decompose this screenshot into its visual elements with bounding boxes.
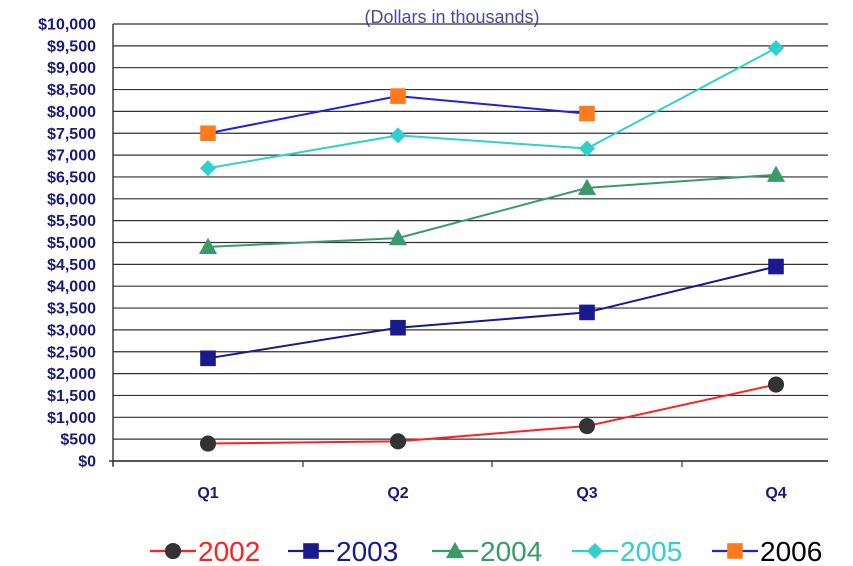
series-2004: [198, 165, 786, 255]
y-tick-label: $6,500: [47, 169, 96, 186]
series-line: [207, 173, 777, 248]
y-tick-label: $3,500: [47, 301, 96, 318]
legend-label: 2004: [480, 536, 542, 566]
y-tick-label: $6,000: [47, 191, 96, 208]
data-point: [767, 39, 785, 57]
y-tick-label: $9,500: [47, 38, 96, 55]
x-tick-label: Q4: [765, 485, 786, 502]
series-line: [207, 265, 777, 360]
series-2005: [199, 39, 785, 177]
data-point: [577, 178, 597, 196]
legend: 2002 2003 2004 2005 2006: [150, 536, 822, 566]
y-tick-label: $10,000: [38, 17, 96, 34]
data-point: [767, 376, 785, 393]
axes: [109, 24, 828, 467]
x-tick-label: Q1: [197, 485, 218, 502]
y-tick-label: $7,500: [47, 126, 96, 143]
legend-item-2002: 2002: [150, 536, 260, 566]
series-lines: [198, 39, 786, 452]
data-point: [389, 127, 407, 144]
y-tick-label: $4,000: [47, 279, 96, 296]
gridlines: [113, 23, 828, 462]
data-point: [200, 350, 216, 367]
y-tick-label: $2,000: [47, 366, 96, 383]
y-tick-label: $7,000: [47, 148, 96, 165]
y-tick-label: $500: [60, 432, 96, 449]
x-axis-ticks: Q1 Q2 Q3 Q4: [197, 485, 786, 502]
data-point: [164, 542, 182, 560]
data-point: [578, 417, 596, 435]
y-tick-label: $5,000: [47, 235, 96, 252]
data-point: [199, 435, 217, 452]
data-point: [586, 542, 604, 560]
chart-subtitle: (Dollars in thousands): [364, 7, 539, 27]
series-line: [207, 383, 777, 445]
series-2003: [200, 258, 784, 367]
data-point: [388, 229, 408, 246]
y-tick-label: $5,500: [47, 213, 96, 230]
data-point: [768, 258, 784, 275]
legend-label: 2003: [336, 536, 398, 566]
data-point: [579, 304, 595, 321]
legend-label: 2005: [620, 536, 682, 566]
series-2006: [200, 88, 595, 142]
legend-label: 2006: [760, 536, 822, 566]
data-point: [390, 88, 406, 104]
legend-item-2005: 2005: [572, 536, 682, 566]
data-point: [578, 140, 596, 157]
y-tick-label: $9,000: [47, 60, 96, 77]
y-tick-label: $1,000: [47, 410, 96, 427]
y-tick-label: $0: [78, 454, 96, 471]
legend-item-2004: 2004: [432, 536, 542, 566]
data-point: [579, 105, 595, 122]
y-tick-label: $3,000: [47, 322, 96, 339]
data-point: [198, 237, 218, 255]
legend-item-2006: 2006: [712, 536, 822, 566]
data-point: [303, 543, 319, 559]
y-tick-label: $8,500: [47, 82, 96, 99]
data-point: [389, 433, 407, 450]
y-tick-label: $8,000: [47, 104, 96, 121]
series-line: [207, 47, 777, 170]
x-tick-label: Q2: [387, 485, 408, 502]
y-tick-label: $4,500: [47, 257, 96, 274]
data-point: [199, 160, 217, 177]
legend-item-2003: 2003: [288, 536, 398, 566]
data-point: [390, 319, 406, 336]
data-point: [200, 125, 216, 142]
x-tick-label: Q3: [576, 485, 597, 502]
data-point: [445, 541, 465, 559]
y-axis-ticks: $0 $500 $1,000 $1,500 $2,000 $2,500 $3,000 $3,5…: [38, 17, 96, 471]
y-tick-label: $2,500: [47, 344, 96, 361]
y-tick-label: $1,500: [47, 388, 96, 405]
series-2002: [199, 376, 785, 452]
data-point: [727, 543, 743, 559]
legend-label: 2002: [198, 536, 260, 566]
data-point: [766, 165, 786, 182]
